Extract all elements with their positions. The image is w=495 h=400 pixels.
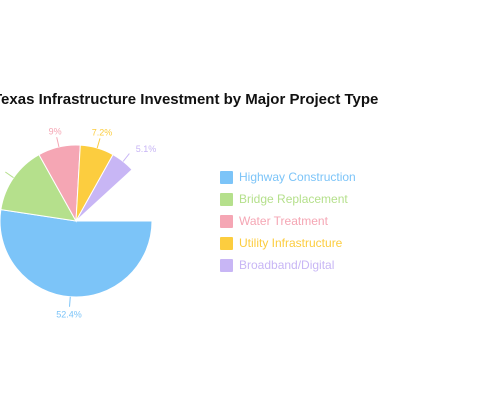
legend-item: Broadband/Digital	[220, 256, 334, 274]
data-label: 5.1%	[136, 144, 157, 154]
data-label: 7.2%	[92, 128, 113, 138]
legend-label: Utility Infrastructure	[239, 236, 343, 250]
legend-swatch	[220, 258, 233, 272]
pie-slice-highway-construction	[0, 209, 153, 298]
legend-swatch	[220, 214, 233, 228]
legend-swatch	[220, 192, 233, 206]
legend-item: Water Treatment	[220, 212, 328, 230]
label-leader-line	[122, 153, 130, 162]
data-label: 9%	[49, 126, 62, 136]
legend-label: Water Treatment	[239, 214, 328, 228]
legend-item: Bridge Replacement	[220, 190, 348, 208]
label-leader-line	[96, 138, 101, 149]
data-label: 52.4%	[56, 310, 82, 320]
pie-slice-broadband-digital	[75, 153, 133, 222]
label-leader-line	[69, 296, 71, 307]
label-leader-line	[5, 171, 14, 179]
legend-label: Highway Construction	[239, 170, 356, 184]
legend-label: Broadband/Digital	[239, 258, 335, 272]
chart-title-text: Texas Infrastructure Investment by Major…	[0, 91, 379, 108]
legend-label: Bridge Replacement	[239, 192, 348, 206]
legend-item: Highway Construction	[220, 168, 356, 186]
chart-title: Texas Infrastructure Investment by Major…	[0, 91, 495, 113]
label-leader-line	[56, 137, 60, 148]
legend-item: Utility Infrastructure	[220, 234, 342, 252]
legend-swatch	[220, 170, 233, 184]
legend-swatch	[220, 236, 233, 250]
